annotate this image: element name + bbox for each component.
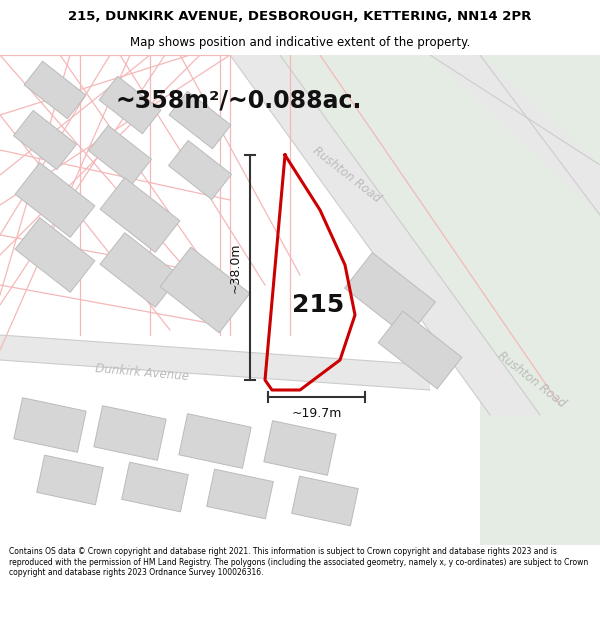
Polygon shape xyxy=(15,162,95,238)
Polygon shape xyxy=(14,398,86,452)
Polygon shape xyxy=(37,455,103,505)
Text: Map shows position and indicative extent of the property.: Map shows position and indicative extent… xyxy=(130,36,470,49)
Polygon shape xyxy=(94,406,166,460)
Text: 215: 215 xyxy=(292,293,344,317)
Polygon shape xyxy=(378,311,462,389)
Text: 215, DUNKIRK AVENUE, DESBOROUGH, KETTERING, NN14 2PR: 215, DUNKIRK AVENUE, DESBOROUGH, KETTERI… xyxy=(68,10,532,23)
Polygon shape xyxy=(264,421,336,475)
Text: ~19.7m: ~19.7m xyxy=(292,407,341,420)
Polygon shape xyxy=(179,414,251,468)
Text: ~358m²/~0.088ac.: ~358m²/~0.088ac. xyxy=(115,88,361,112)
Text: ~38.0m: ~38.0m xyxy=(229,242,242,292)
Polygon shape xyxy=(169,141,232,199)
Polygon shape xyxy=(160,248,250,332)
Polygon shape xyxy=(430,55,600,215)
Polygon shape xyxy=(292,476,358,526)
Polygon shape xyxy=(99,76,161,134)
Polygon shape xyxy=(15,217,95,292)
Polygon shape xyxy=(100,177,180,252)
Polygon shape xyxy=(344,253,436,338)
Polygon shape xyxy=(88,126,152,184)
Polygon shape xyxy=(13,111,77,169)
Polygon shape xyxy=(230,55,540,415)
Text: Rushton Road: Rushton Road xyxy=(310,144,383,206)
Polygon shape xyxy=(122,462,188,512)
Text: Dunkirk Avenue: Dunkirk Avenue xyxy=(95,362,190,384)
Text: Rushton Road: Rushton Road xyxy=(495,349,568,411)
Polygon shape xyxy=(169,91,231,149)
Polygon shape xyxy=(24,61,86,119)
Polygon shape xyxy=(100,232,180,308)
Polygon shape xyxy=(207,469,273,519)
Polygon shape xyxy=(270,55,600,545)
Polygon shape xyxy=(0,335,430,390)
Text: Contains OS data © Crown copyright and database right 2021. This information is : Contains OS data © Crown copyright and d… xyxy=(9,548,588,578)
